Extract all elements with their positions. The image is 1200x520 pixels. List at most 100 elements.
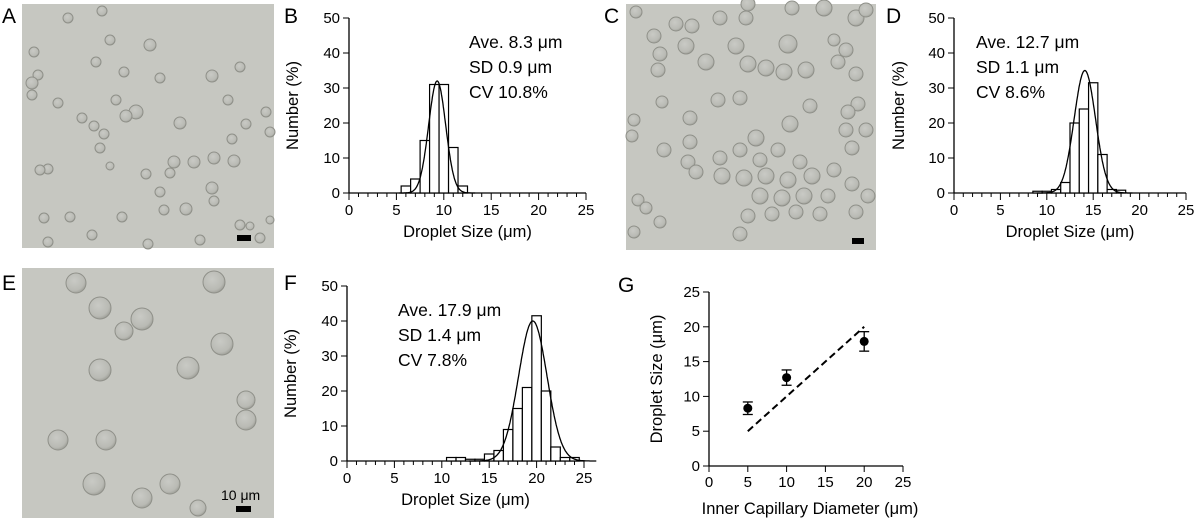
panel-letter-a: A [2, 5, 16, 28]
micrograph-a-droplet [208, 195, 220, 207]
stat-text-d: SD 1.1 μm [976, 57, 1059, 77]
micrograph-c-droplet [860, 188, 876, 204]
scatter-g: 0 5 10 15 20 25 0 5 10 15 20 25 Inner Capillary Diam… [648, 284, 918, 518]
micrograph-a-droplet [164, 167, 176, 179]
y-tick-label-f: 0 [330, 453, 338, 470]
stat-text-f: CV 7.8% [398, 350, 467, 370]
x-tick-label-f: 5 [390, 470, 398, 487]
micrograph-a-droplet [105, 161, 115, 171]
micrograph-c-droplet [850, 96, 866, 112]
x-tick-label-b: 10 [435, 202, 452, 219]
micrograph-c-droplet [732, 142, 748, 158]
micrograph-e-droplet [131, 487, 153, 509]
micrograph-c-droplet [858, 122, 874, 138]
y-tick-label-f: 50 [321, 278, 338, 295]
micrograph-a-droplet [265, 215, 275, 225]
data-point-g [859, 336, 869, 346]
micrograph-e-background [22, 268, 274, 518]
micrograph-c-droplet [792, 154, 808, 170]
micrograph-c-droplets [625, 0, 876, 242]
x-tick-label-g: 20 [856, 474, 873, 491]
micrograph-a-droplet [222, 94, 234, 106]
micrograph-c-droplet [740, 0, 756, 12]
micrograph-a-droplet [28, 46, 40, 58]
x-tick-label-d: 5 [996, 202, 1004, 219]
micrograph-c-droplet [820, 188, 836, 204]
micrograph-c-droplet [625, 129, 639, 143]
micrograph-e-droplet [130, 307, 154, 331]
bar-b [447, 146, 459, 194]
micrograph-e: 10 μm [22, 268, 274, 518]
micrograph-a-droplet [158, 204, 170, 216]
micrograph-c-droplet [781, 115, 799, 133]
micrograph-c-droplet [732, 226, 748, 242]
micrograph-c-droplet [840, 104, 856, 120]
micrograph-c-droplet [631, 193, 645, 207]
histogram-b: 0 5 10 15 20 25 0 10 20 30 40 50 Droplet Size (μm) Nu… [284, 10, 594, 241]
micrograph-a-droplet [245, 221, 255, 231]
micrograph-e-droplet [88, 296, 112, 320]
panel-letter-d: D [886, 5, 901, 28]
stat-text-d: Ave. 12.7 μm [976, 32, 1079, 52]
micrograph-e-droplet [65, 272, 87, 294]
micrograph-c-droplet [803, 167, 821, 185]
micrograph-a-droplet [179, 202, 193, 216]
bar-f [531, 315, 542, 462]
micrograph-a-droplet [187, 155, 201, 169]
micrograph-a-droplet [142, 238, 154, 250]
micrograph-c-droplet [639, 201, 653, 215]
micrograph-a-droplets [25, 5, 276, 250]
y-tick-label-f: 20 [321, 383, 338, 400]
micrograph-e-droplet [202, 270, 226, 294]
micrograph-a-droplet [34, 164, 46, 176]
micrograph-c-droplet [858, 2, 874, 18]
micrograph-c-droplet [848, 204, 864, 220]
micrograph-c-droplet [815, 0, 833, 17]
stat-text-d: CV 8.6% [976, 82, 1045, 102]
micrograph-c-droplet [646, 28, 662, 44]
y-tick-label-f: 40 [321, 313, 338, 330]
bar-f [521, 386, 533, 462]
micrograph-a-droplet [25, 76, 39, 90]
micrograph-c-droplet [757, 59, 775, 77]
micrograph-e-droplets [47, 270, 257, 517]
y-axis-label-g: Droplet Size (μm) [648, 315, 666, 444]
micrograph-c-droplet [827, 33, 841, 47]
micrograph-c-droplet [812, 206, 828, 222]
micrograph-e-droplet [189, 499, 207, 517]
micrograph-e-droplet [235, 409, 257, 431]
x-tick-label-g: 25 [895, 474, 912, 491]
x-axis-label-f: Droplet Size (μm) [401, 491, 530, 509]
y-tick-label-g: 20 [683, 319, 700, 336]
panel-letter-e: E [2, 272, 16, 295]
micrograph-c-droplet [844, 140, 860, 156]
bar-b [428, 83, 440, 194]
panel-letter-c: C [604, 5, 619, 28]
micrograph-c-droplet [740, 208, 756, 224]
y-tick-label-g: 10 [683, 388, 700, 405]
micrograph-c-droplet [684, 18, 700, 34]
bar-f [559, 456, 571, 462]
y-tick-label-d: 10 [928, 150, 945, 167]
micrograph-c-droplet [668, 16, 684, 32]
micrograph-c-droplet [682, 110, 698, 126]
fit-curve-f [468, 320, 597, 462]
micrograph-c [625, 0, 876, 250]
micrograph-a-droplet [227, 154, 241, 168]
micrograph-c-droplet [682, 134, 698, 150]
y-tick-label-g: 15 [683, 354, 700, 371]
y-tick-label-d: 40 [928, 45, 945, 62]
y-tick-label-d: 20 [928, 115, 945, 132]
y-axis-label-b: Number (%) [284, 61, 302, 150]
micrograph-c-droplet [838, 42, 854, 58]
micrograph-e-droplet [114, 321, 134, 341]
micrograph-c-droplet [773, 189, 791, 207]
y-tick-label-b: 30 [323, 80, 340, 97]
micrograph-a-droplet [76, 112, 88, 124]
x-tick-label-d: 10 [1038, 202, 1055, 219]
micrograph-c-droplet [732, 90, 748, 106]
x-tick-label-b: 15 [483, 202, 500, 219]
micrograph-c-droplet [627, 113, 641, 127]
bar-b [438, 83, 450, 194]
